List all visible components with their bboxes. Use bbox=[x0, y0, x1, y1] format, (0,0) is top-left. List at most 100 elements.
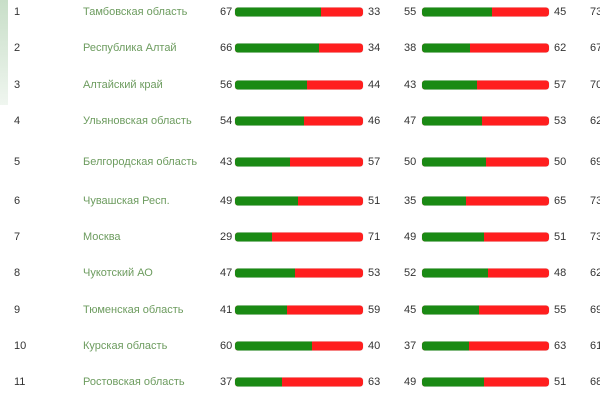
bar-group-2-red-value: 51 bbox=[554, 376, 567, 388]
bar-group-1-green-segment bbox=[235, 341, 312, 351]
bar-group-2-red-value: 65 bbox=[554, 195, 567, 207]
bar-group-2-red-value: 45 bbox=[554, 6, 567, 18]
bar-group-1-green-segment bbox=[235, 43, 320, 53]
bar-group-2-bar bbox=[422, 268, 549, 278]
bar-group-2-green-segment bbox=[422, 268, 489, 278]
bar-group-1-green-segment bbox=[235, 196, 298, 206]
third-column-value: 73 bbox=[590, 231, 600, 243]
bar-group-1-bar bbox=[235, 268, 363, 278]
bar-group-1-red-value: 40 bbox=[368, 340, 381, 352]
bar-group-1-bar bbox=[235, 341, 363, 351]
table-row: 1 Тамбовская область 67 33 55 45 73 bbox=[0, 0, 600, 30]
bar-group-2-bar bbox=[422, 43, 549, 53]
bar-group-1-green-segment bbox=[235, 377, 283, 387]
bar-group-1-green-value: 37 bbox=[220, 376, 233, 388]
bar-group-2-green-value: 55 bbox=[404, 6, 417, 18]
bar-group-1-bar bbox=[235, 305, 363, 315]
bar-group-1-red-value: 57 bbox=[368, 156, 381, 168]
bar-group-1-bar bbox=[235, 196, 363, 206]
bar-group-1-red-value: 51 bbox=[368, 195, 381, 207]
bar-group-1-bar bbox=[235, 80, 363, 90]
bar-group-2-green-segment bbox=[422, 341, 469, 351]
bar-group-1-green-segment bbox=[235, 80, 307, 90]
table-row: 3 Алтайский край 56 44 43 57 70 bbox=[0, 67, 600, 103]
bar-group-1-bar bbox=[235, 232, 363, 242]
table-row: 8 Чукотский АО 47 53 52 48 62 bbox=[0, 255, 600, 291]
rank-number: 8 bbox=[14, 267, 21, 279]
table-row: 11 Ростовская область 37 63 49 51 68 bbox=[0, 364, 600, 400]
bar-group-1-red-value: 46 bbox=[368, 115, 381, 127]
region-link[interactable]: Ростовская область bbox=[83, 376, 185, 388]
left-edge-decoration bbox=[0, 0, 8, 105]
bar-group-2-red-value: 63 bbox=[554, 340, 567, 352]
bar-group-1-red-value: 44 bbox=[368, 79, 381, 91]
rank-number: 10 bbox=[14, 340, 27, 352]
bar-group-1-bar bbox=[235, 377, 363, 387]
table-row: 2 Республика Алтай 66 34 38 62 67 bbox=[0, 30, 600, 66]
region-link[interactable]: Алтайский край bbox=[83, 79, 163, 91]
bar-group-2-green-segment bbox=[422, 116, 482, 126]
bar-group-1-red-value: 71 bbox=[368, 231, 381, 243]
rank-number: 4 bbox=[14, 115, 21, 127]
bar-group-2-green-value: 35 bbox=[404, 195, 417, 207]
bar-group-2-green-value: 47 bbox=[404, 115, 417, 127]
third-column-value: 69 bbox=[590, 156, 600, 168]
bar-group-1-bar bbox=[235, 157, 363, 167]
bar-group-1-green-segment bbox=[235, 268, 296, 278]
region-link[interactable]: Белгородская область bbox=[83, 156, 198, 168]
bar-group-1-green-value: 67 bbox=[220, 6, 233, 18]
bar-group-1-red-value: 59 bbox=[368, 304, 381, 316]
bar-group-2-green-value: 43 bbox=[404, 79, 417, 91]
bar-group-2-bar bbox=[422, 377, 549, 387]
bar-group-1-green-segment bbox=[235, 157, 291, 167]
third-column-value: 69 bbox=[590, 304, 600, 316]
bar-group-2-red-value: 48 bbox=[554, 267, 567, 279]
bar-group-2-bar bbox=[422, 116, 549, 126]
bar-group-2-green-value: 49 bbox=[404, 376, 417, 388]
region-link[interactable]: Чувашская Респ. bbox=[83, 195, 170, 207]
bar-group-2-green-value: 45 bbox=[404, 304, 417, 316]
third-column-value: 73 bbox=[590, 6, 600, 18]
table-row: 9 Тюменская область 41 59 45 55 69 bbox=[0, 292, 600, 328]
table-row: 4 Ульяновская область 54 46 47 53 62 bbox=[0, 103, 600, 139]
bar-group-2-green-value: 52 bbox=[404, 267, 417, 279]
rank-number: 11 bbox=[14, 376, 26, 388]
third-column-value: 62 bbox=[590, 267, 600, 279]
rank-number: 6 bbox=[14, 195, 21, 207]
third-column-value: 62 bbox=[590, 115, 600, 127]
rank-number: 7 bbox=[14, 231, 21, 243]
region-link[interactable]: Тамбовская область bbox=[83, 6, 188, 18]
bar-group-2-green-segment bbox=[422, 157, 486, 167]
bar-group-1-green-value: 43 bbox=[220, 156, 233, 168]
bar-group-2-green-value: 38 bbox=[404, 42, 417, 54]
bar-group-2-red-value: 62 bbox=[554, 42, 567, 54]
region-link[interactable]: Москва bbox=[83, 231, 121, 243]
region-link[interactable]: Чукотский АО bbox=[83, 267, 153, 279]
bar-group-1-red-value: 34 bbox=[368, 42, 381, 54]
region-link[interactable]: Ульяновская область bbox=[83, 115, 192, 127]
bar-group-2-red-value: 55 bbox=[554, 304, 567, 316]
region-link[interactable]: Республика Алтай bbox=[83, 42, 177, 54]
region-link[interactable]: Курская область bbox=[83, 340, 168, 352]
third-column-value: 73 bbox=[590, 195, 600, 207]
bar-group-2-bar bbox=[422, 157, 549, 167]
rank-number: 9 bbox=[14, 304, 21, 316]
rank-number: 5 bbox=[14, 156, 21, 168]
region-link[interactable]: Тюменская область bbox=[83, 304, 184, 316]
third-column-value: 70 bbox=[590, 79, 600, 91]
table-row: 10 Курская область 60 40 37 63 61 bbox=[0, 328, 600, 364]
bar-group-1-green-value: 41 bbox=[220, 304, 233, 316]
bar-group-2-red-value: 53 bbox=[554, 115, 567, 127]
bar-group-1-green-segment bbox=[235, 116, 305, 126]
bar-group-1-green-value: 60 bbox=[220, 340, 233, 352]
bar-group-2-green-value: 37 bbox=[404, 340, 417, 352]
bar-group-2-red-value: 50 bbox=[554, 156, 567, 168]
bar-group-2-green-segment bbox=[422, 80, 477, 90]
third-column-value: 68 bbox=[590, 376, 600, 388]
bar-group-1-green-value: 49 bbox=[220, 195, 233, 207]
table-row: 6 Чувашская Респ. 49 51 35 65 73 bbox=[0, 183, 600, 219]
bar-group-2-green-segment bbox=[422, 305, 480, 315]
bar-group-2-green-segment bbox=[422, 196, 467, 206]
third-column-value: 67 bbox=[590, 42, 600, 54]
bar-group-1-bar bbox=[235, 116, 363, 126]
